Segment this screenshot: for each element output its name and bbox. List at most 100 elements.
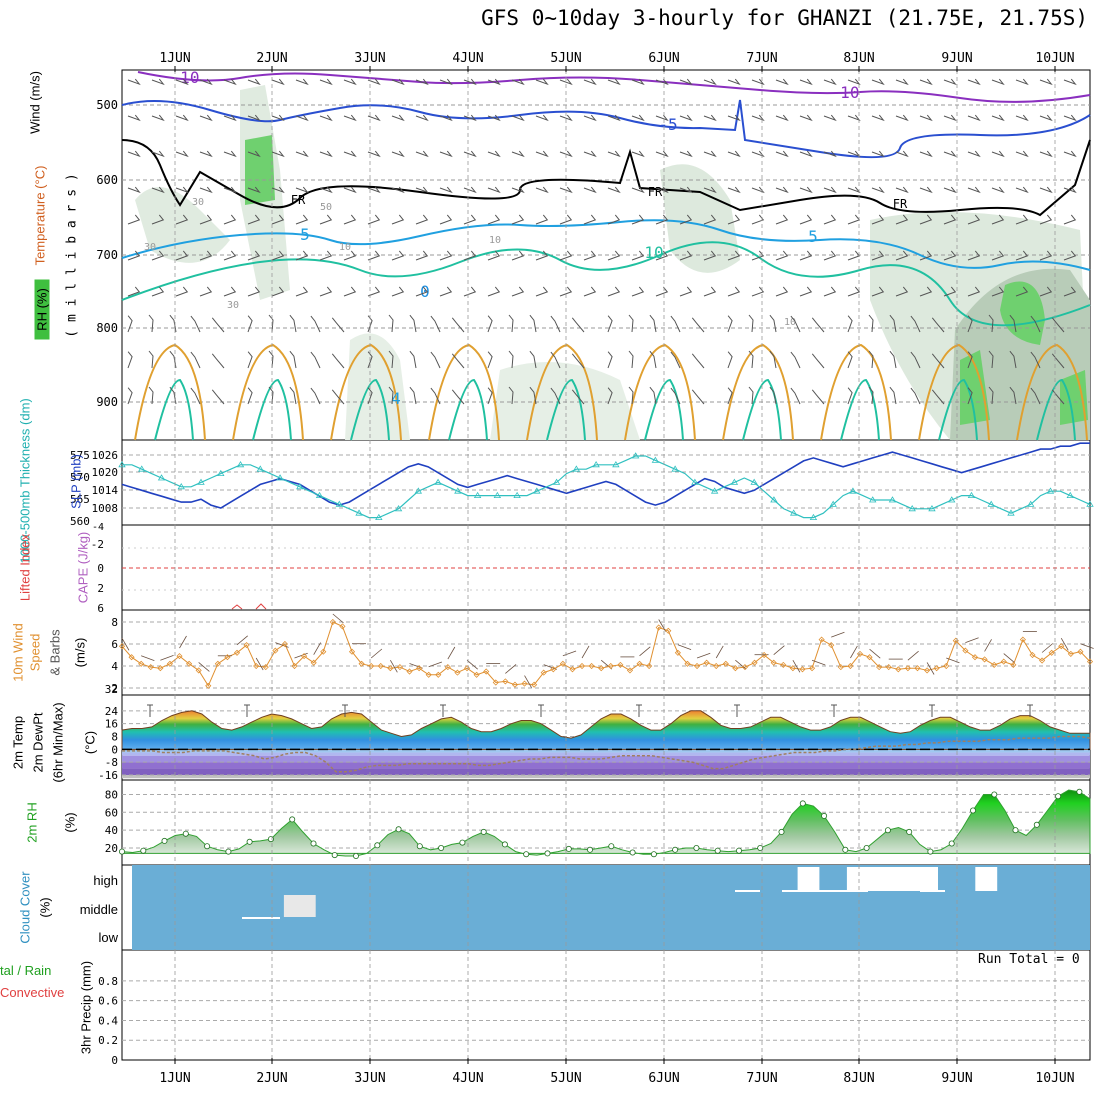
isotherm-5	[121, 219, 1091, 271]
rh2m-point	[331, 852, 338, 859]
wind-barb	[1015, 214, 1029, 225]
wind10m-barb	[1003, 653, 1015, 663]
wind-barb	[451, 353, 465, 369]
wind10m-point	[1000, 658, 1007, 665]
wind-barb	[679, 78, 693, 86]
isotherm-warm	[330, 343, 402, 441]
isotherm-warm	[428, 343, 500, 441]
wind10m-point	[166, 660, 173, 667]
rh2m-point	[757, 845, 764, 852]
slp-tick-label: 1014	[92, 484, 119, 497]
temp-tick-label: 24	[105, 705, 119, 718]
wind10m-point	[703, 659, 710, 666]
wind10m-barb	[428, 661, 443, 668]
temp-max-marker	[831, 704, 837, 717]
wind-barb	[991, 186, 1005, 194]
wind10m-point	[559, 660, 566, 667]
wind-barb	[631, 150, 645, 158]
wind-barb	[988, 386, 994, 405]
wind-barb	[223, 78, 237, 86]
wind-barb	[1015, 78, 1029, 86]
temp-max-marker	[636, 704, 642, 717]
wind-barb	[679, 286, 693, 297]
wind10m-point	[147, 664, 154, 671]
wind-barb	[943, 286, 957, 297]
wind-barb	[151, 78, 165, 86]
temp-tick-label: 16	[105, 718, 118, 731]
wind-barb	[889, 350, 897, 369]
rh2m-point	[416, 843, 423, 850]
wind10m-barb	[236, 635, 248, 646]
cloud-high-bar	[856, 867, 869, 891]
thickness-tick-label: 565	[70, 493, 90, 506]
rh-shading	[135, 85, 1090, 440]
wind10m-barb	[677, 644, 692, 650]
thickness-point	[592, 461, 600, 468]
wind-barb	[967, 387, 973, 405]
wind-barb	[775, 214, 789, 225]
wind-barb	[511, 250, 525, 261]
thickness-point	[651, 456, 660, 463]
temp2m-unit: (°C)	[82, 730, 98, 755]
rh2m-point	[736, 847, 743, 854]
wind-barb	[895, 250, 909, 261]
wind10m-point	[981, 656, 988, 663]
wind10m-barb	[1060, 637, 1069, 651]
wind-barb	[703, 114, 717, 122]
wind10m-point	[962, 647, 969, 654]
wind10m-barb	[1041, 643, 1054, 653]
wind-barb	[991, 250, 1005, 261]
wind-barb	[367, 387, 373, 405]
rh2m-point	[204, 843, 211, 850]
wind-barb	[319, 150, 333, 158]
wind-barb	[487, 214, 501, 225]
wind-barb	[151, 214, 165, 225]
wind-barb	[463, 214, 477, 225]
wind10m-point	[511, 681, 519, 688]
thickness-point	[375, 513, 383, 520]
wind-barb	[439, 186, 453, 194]
thickness-point	[888, 496, 897, 503]
wind-barb	[319, 214, 333, 225]
wind-barb	[559, 186, 573, 194]
wind10m-label-2: Speed	[27, 633, 43, 672]
wind-barb	[1015, 186, 1029, 194]
wind-barb	[811, 353, 825, 369]
wind-barb	[190, 315, 201, 333]
cloud-high-bar	[916, 867, 929, 891]
wind-barb	[175, 250, 189, 261]
isotherm-label: -10	[171, 68, 200, 87]
wind-barb	[271, 150, 285, 158]
wind-barb	[751, 150, 765, 158]
thickness-point	[770, 496, 778, 503]
wind10m-point	[492, 679, 499, 686]
rh2m-point	[395, 826, 402, 833]
wind-barb	[607, 387, 613, 405]
wind-barb	[289, 314, 297, 333]
wind-barb	[799, 250, 813, 261]
isotherm-label: -5	[658, 115, 677, 134]
wind10m-point	[607, 662, 614, 670]
temp-tick-label: 8	[111, 731, 118, 744]
wind-barb	[151, 186, 165, 194]
thickness-point	[612, 461, 620, 468]
rh-contour-label: 30	[144, 242, 156, 253]
wind10m-point	[617, 661, 624, 668]
wind-barb	[175, 78, 189, 86]
wind-barb	[223, 214, 237, 225]
cloud-middle-bar	[293, 895, 306, 917]
wind-barb	[703, 286, 717, 297]
wind-barb	[679, 250, 693, 261]
wind-barb	[331, 389, 345, 405]
wind-barb	[148, 350, 154, 369]
wind10m-point	[310, 659, 317, 666]
wind-barb	[895, 186, 909, 194]
wind10m-point	[684, 660, 691, 667]
li-mark	[231, 603, 267, 610]
wind-barb	[1063, 214, 1077, 225]
wind-barb	[535, 214, 549, 225]
wind-barb	[127, 315, 133, 333]
wind-barb	[799, 286, 813, 297]
day-label-top: 6JUN	[648, 51, 679, 66]
wind-barb	[583, 214, 597, 225]
